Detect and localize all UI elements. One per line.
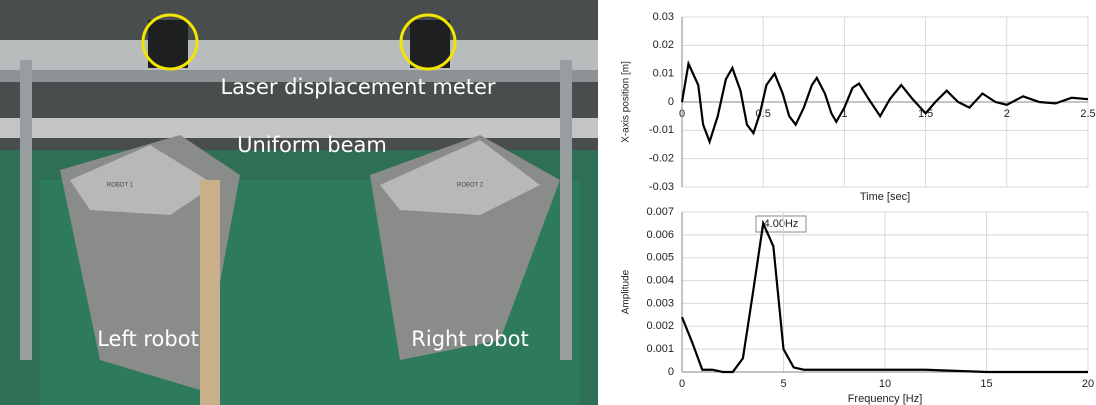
- photo-label: Right robot: [411, 327, 528, 351]
- y-tick-label: 0.006: [646, 229, 674, 241]
- y-tick-label: -0.02: [649, 153, 674, 165]
- y-tick-label: 0.004: [646, 274, 674, 286]
- y-tick-label: -0.01: [649, 124, 674, 136]
- x-axis-title: Frequency [Hz]: [848, 393, 923, 405]
- y-tick-label: -0.03: [649, 181, 674, 193]
- photo-label: Left robot: [97, 327, 199, 351]
- y-tick-label: 0.005: [646, 252, 674, 264]
- x-tick-label: 10: [879, 378, 891, 390]
- line: [680, 60, 1089, 145]
- x-axis-title: Time [sec]: [860, 191, 910, 203]
- y-tick-label: 0: [668, 96, 674, 108]
- y-tick-label: 0.02: [653, 39, 674, 51]
- plate-label: ROBOT 2: [457, 183, 484, 189]
- y-tick-label: 0.003: [646, 297, 674, 309]
- y-tick-label: 0.007: [646, 206, 674, 218]
- annotation: 4.00Hz: [764, 218, 799, 230]
- x-tick-label: 15: [980, 378, 992, 390]
- plate-label: ROBOT 1: [107, 183, 134, 189]
- y-tick-label: 0.002: [646, 320, 674, 332]
- y-tick-label: 0.03: [653, 11, 674, 23]
- y-tick-label: 0.01: [653, 68, 674, 80]
- x-tick-label: 2: [1004, 108, 1010, 120]
- line: [680, 219, 1088, 374]
- y-axis-title: X-axis position [m]: [621, 61, 632, 143]
- x-tick-label: 0: [679, 378, 685, 390]
- photo: ROBOT 1 ROBOT 2 Laser displacement meter…: [0, 0, 598, 405]
- photo-label: Laser displacement meter: [220, 75, 495, 99]
- y-tick-label: 0.001: [646, 343, 674, 355]
- x-tick-label: 2.5: [1080, 108, 1095, 120]
- annotation-box: [755, 215, 807, 233]
- y-tick-label: 0: [668, 366, 674, 378]
- x-tick-label: 20: [1082, 378, 1094, 390]
- y-axis-title: Amplitude: [621, 269, 632, 314]
- photo-label: Uniform beam: [237, 133, 387, 157]
- x-tick-label: 1: [841, 108, 847, 120]
- x-tick-label: 5: [780, 378, 786, 390]
